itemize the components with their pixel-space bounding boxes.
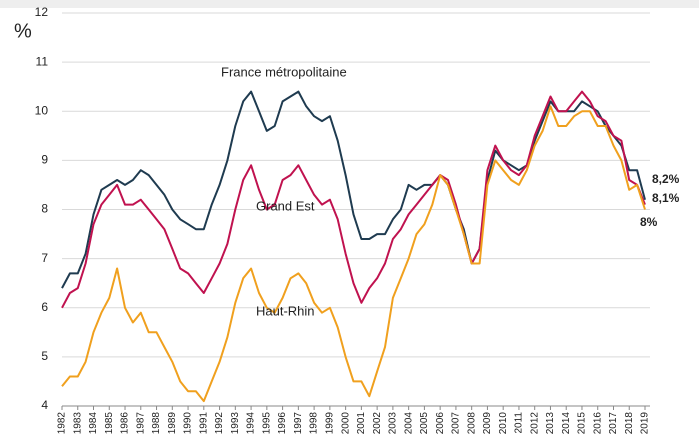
series-line: [61, 105, 646, 403]
x-tick-label: 1997: [293, 412, 304, 435]
x-tick-label: 2000: [340, 412, 351, 435]
x-tick-label: 2009: [482, 412, 493, 435]
x-tick-label: 1998: [309, 412, 320, 435]
x-tick-label: 2003: [388, 412, 399, 435]
x-tick-label: 1995: [261, 412, 272, 435]
y-unit: %: [14, 20, 32, 42]
x-tick-label: 1992: [214, 412, 225, 435]
end-label: 8,2%: [652, 172, 680, 186]
series-label: Grand Est: [256, 198, 315, 213]
x-tick-label: 2015: [577, 412, 588, 435]
x-tick-label: 1990: [183, 412, 194, 435]
x-tick-label: 2004: [403, 412, 414, 435]
x-tick-label: 2014: [561, 412, 572, 435]
y-tick-label: 5: [41, 349, 48, 363]
x-tick-label: 2013: [545, 412, 556, 435]
y-tick-label: 7: [41, 251, 48, 265]
end-label: 8%: [640, 215, 658, 229]
x-tick-label: 1999: [325, 412, 336, 435]
x-tick-label: 1983: [72, 412, 83, 435]
x-tick-label: 2006: [435, 412, 446, 435]
series-line: [61, 90, 646, 289]
y-tick-label: 9: [41, 153, 48, 167]
x-tick-label: 2010: [498, 412, 509, 435]
end-label: 8,1%: [652, 191, 680, 205]
x-tick-label: 2002: [372, 412, 383, 435]
x-tick-label: 2007: [451, 412, 462, 435]
x-tick-label: 2011: [514, 412, 525, 434]
top-band: [0, 0, 699, 8]
x-tick-label: 2001: [356, 412, 367, 435]
x-tick-label: 1996: [277, 412, 288, 435]
series-label: Haut-Rhin: [256, 303, 315, 318]
y-tick-label: 8: [41, 202, 48, 216]
x-tick-label: 2005: [419, 412, 430, 435]
x-tick-label: 2008: [466, 412, 477, 435]
x-tick-label: 1985: [104, 412, 115, 435]
y-tick-label: 4: [41, 398, 48, 412]
x-tick-label: 1988: [151, 412, 162, 435]
x-tick-label: 1986: [120, 412, 131, 435]
x-tick-label: 2012: [529, 412, 540, 435]
x-tick-label: 1987: [135, 412, 146, 435]
x-tick-label: 1993: [230, 412, 241, 435]
y-tick-label: 12: [35, 5, 49, 19]
x-tick-label: 2019: [640, 412, 651, 435]
x-tick-label: 1984: [88, 412, 99, 435]
y-tick-label: 10: [35, 103, 49, 117]
x-tick-label: 1991: [198, 412, 209, 435]
x-tick-label: 1982: [57, 412, 68, 435]
series-line: [61, 90, 646, 309]
x-tick-label: 2017: [608, 412, 619, 435]
x-tick-label: 1994: [246, 412, 257, 435]
x-tick-label: 2016: [592, 412, 603, 435]
x-tick-label: 2018: [624, 412, 635, 435]
y-tick-label: 6: [41, 300, 48, 314]
y-tick-label: 11: [36, 54, 49, 68]
series-label: France métropolitaine: [221, 64, 347, 79]
x-tick-label: 1989: [167, 412, 178, 435]
